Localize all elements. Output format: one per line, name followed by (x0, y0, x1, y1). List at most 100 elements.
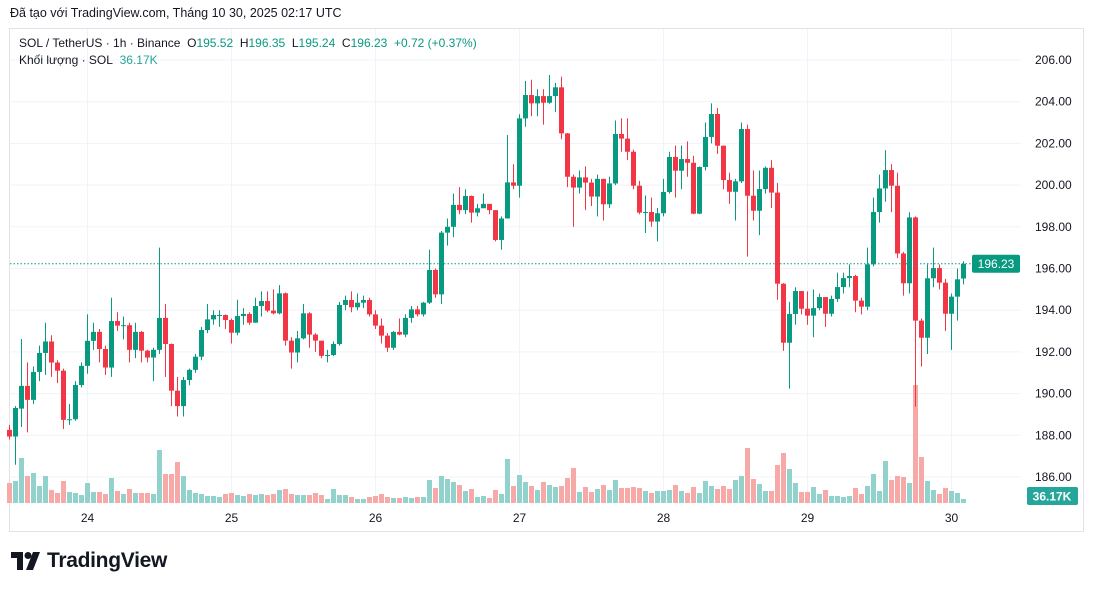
y-tick-label: 202.00 (1035, 136, 1072, 150)
volume-bar (103, 494, 108, 503)
close-label: C (341, 36, 351, 50)
volume-bar (385, 497, 390, 503)
candle-body (535, 96, 540, 104)
legend: SOL / TetherUS · 1h · Binance O195.52 H1… (19, 35, 477, 69)
volume-bar (913, 385, 918, 503)
candle-body (169, 343, 174, 391)
volume-bar (901, 477, 906, 503)
volume-bar (457, 485, 462, 503)
volume-bar (823, 490, 828, 503)
y-tick-label: 190.00 (1035, 387, 1072, 401)
volume-bar (43, 476, 48, 503)
candle-body (247, 313, 252, 323)
candle-body (523, 95, 528, 119)
volume-bar (763, 491, 768, 503)
volume-bar (313, 493, 318, 503)
volume-bar (835, 496, 840, 503)
candle-body (787, 313, 792, 343)
volume-bar (841, 497, 846, 503)
candle-body (889, 170, 894, 186)
symbol-label[interactable]: SOL / TetherUS · 1h · Binance (19, 36, 181, 50)
volume-bar (37, 486, 42, 503)
candle-body (343, 299, 348, 305)
volume-bar (445, 479, 450, 503)
volume-bar (619, 488, 624, 503)
volume-bar (775, 465, 780, 503)
candle-body (331, 343, 336, 356)
volume-bar (571, 468, 576, 503)
time-axis: 24 25 26 27 28 29 30 (81, 511, 959, 525)
volume-bar (733, 480, 738, 503)
candle-body (703, 136, 708, 167)
candle-body (835, 287, 840, 299)
volume-value: 36.17K (119, 53, 158, 67)
tradingview-logo[interactable]: TradingView (11, 549, 167, 573)
volume-bar (889, 480, 894, 503)
candle-body (253, 306, 258, 323)
volume-bar (199, 494, 204, 503)
volume-bar (691, 487, 696, 503)
candle-body (307, 313, 312, 335)
candle-body (637, 185, 642, 213)
low-label: L (291, 36, 299, 50)
volume-label[interactable]: Khối lượng · SOL (19, 53, 113, 67)
volume-bar (625, 488, 630, 503)
volume-bar (547, 485, 552, 503)
candle-body (871, 211, 876, 265)
volume-bar (799, 492, 804, 503)
candle-body (163, 317, 168, 344)
volume-bar (709, 486, 714, 503)
candle-body (421, 302, 426, 315)
volume-bar (91, 492, 96, 503)
volume-bar (355, 499, 360, 503)
candle-body (457, 204, 462, 211)
low-value: 195.24 (298, 36, 336, 50)
volume-bar (565, 478, 570, 503)
candle-body (877, 188, 882, 212)
candle-body (553, 87, 558, 97)
x-tick-label: 30 (945, 511, 959, 525)
volume-bar (493, 490, 498, 503)
volume-bar (667, 490, 672, 503)
volume-bar (955, 493, 960, 503)
volume-bar (25, 476, 30, 503)
volume-bar (115, 491, 120, 503)
volume-bar (469, 489, 474, 503)
candle-body (7, 429, 12, 437)
volume-bar (925, 481, 930, 503)
volume-bar (649, 493, 654, 503)
volume-bar (643, 491, 648, 503)
candle-body (361, 299, 366, 303)
volume-bar (349, 497, 354, 503)
candle-body (259, 301, 264, 307)
candle-body (619, 134, 624, 139)
candle-body (265, 301, 270, 311)
volume-bar (13, 481, 18, 503)
candle-body (373, 314, 378, 326)
volume-bar (589, 492, 594, 503)
candle-body (649, 211, 654, 222)
volume-bar (373, 496, 378, 503)
candle-body (931, 268, 936, 279)
candle-body (769, 167, 774, 193)
volume-bar (553, 487, 558, 503)
candle-body (337, 304, 342, 344)
candle-body (727, 180, 732, 192)
volume-bar (277, 490, 282, 503)
volume-bar (241, 496, 246, 503)
candle-body (367, 299, 372, 315)
volume-bar (499, 494, 504, 503)
candle-body (193, 356, 198, 370)
volume-bar (259, 494, 264, 503)
candle-body (811, 308, 816, 316)
volume-bar (175, 462, 180, 503)
candle-body (595, 178, 600, 197)
volume-bar (601, 485, 606, 503)
candle-body (385, 335, 390, 348)
candle-body (403, 317, 408, 335)
volume-bar (937, 494, 942, 503)
volume-bar (439, 476, 444, 503)
candle-body (433, 269, 438, 295)
volume-bar (847, 496, 852, 503)
